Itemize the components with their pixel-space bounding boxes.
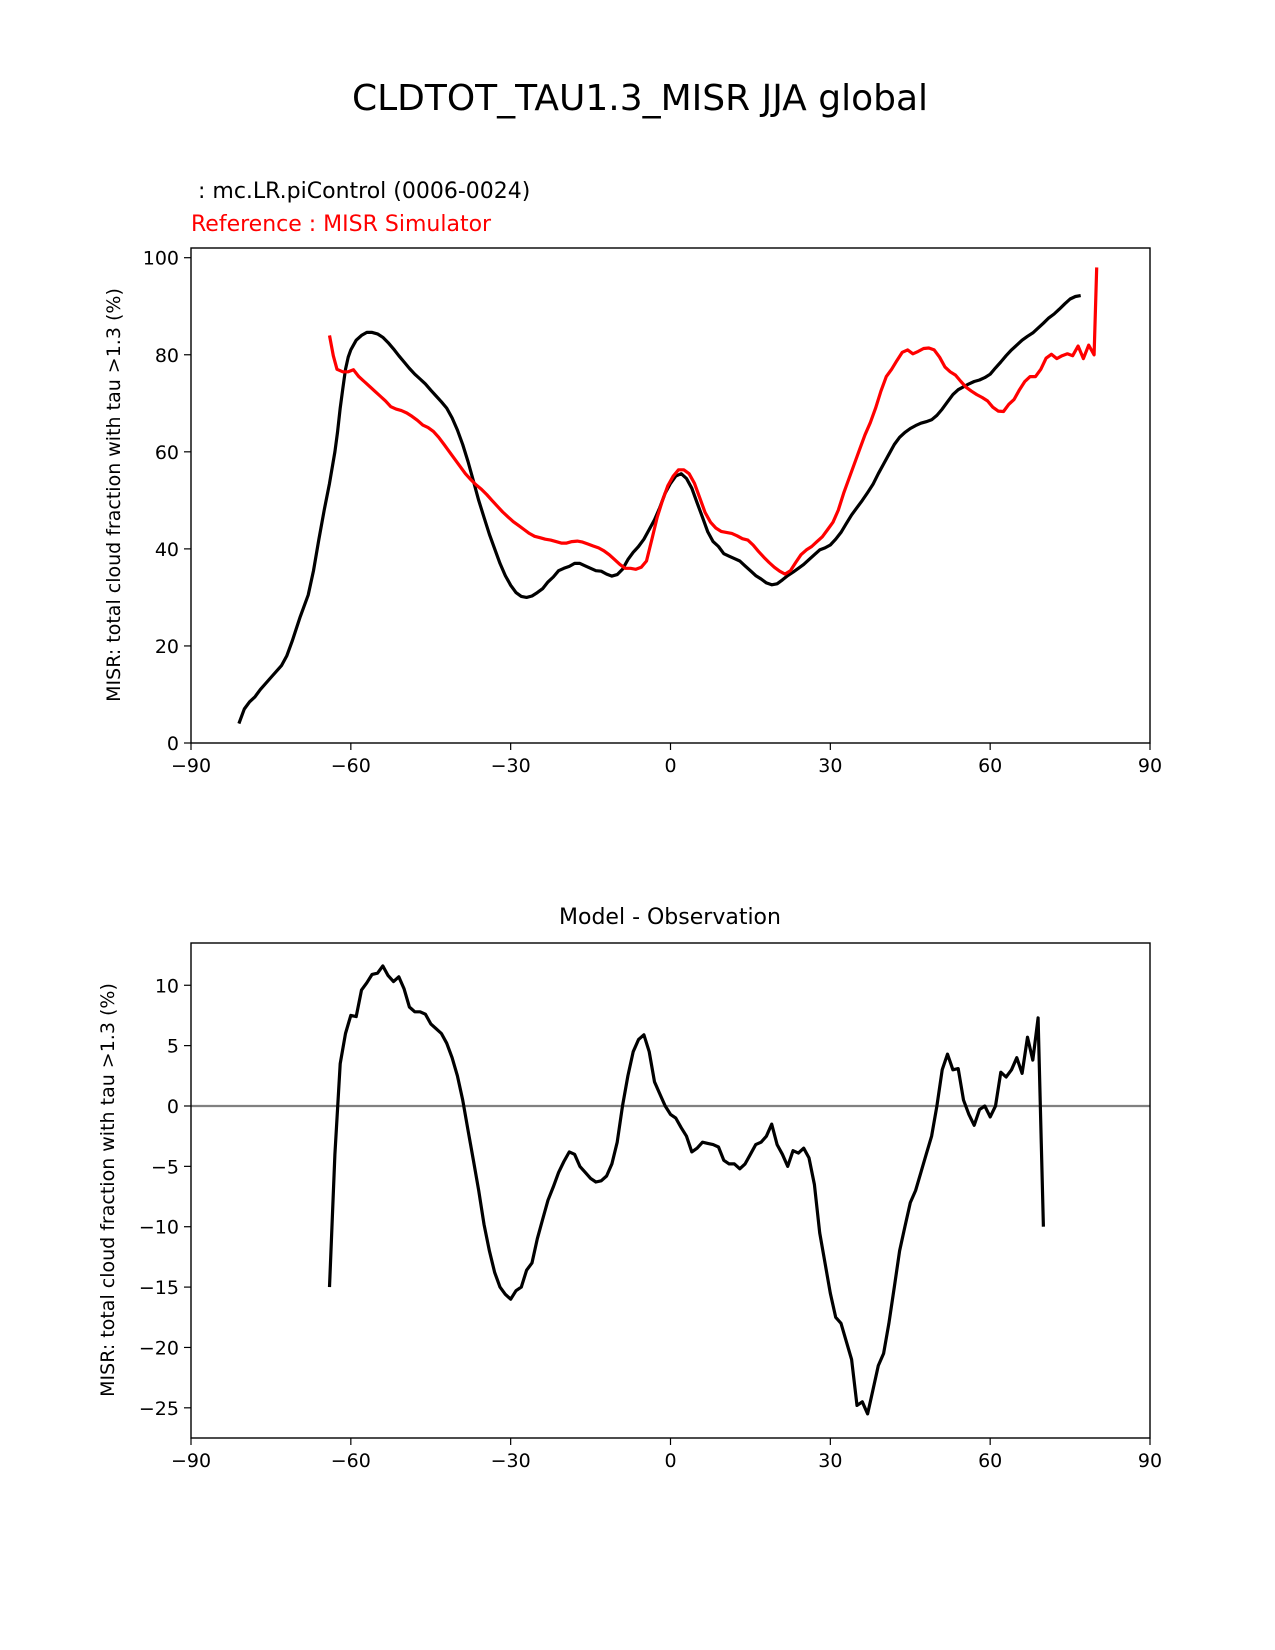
bottom-x-tick-label: 60 [978,1450,1002,1472]
bottom-y-tick-label: −5 [151,1156,179,1178]
bottom-y-tick-label: −10 [139,1217,179,1239]
bottom-y-tick-label: −25 [139,1398,179,1420]
top-x-tick-label: 90 [1138,755,1162,777]
top-y-tick-label: 20 [155,636,179,658]
bottom-x-tick-label: 90 [1138,1450,1162,1472]
top-y-tick-label: 40 [155,539,179,561]
bottom-y-tick-label: 0 [167,1096,179,1118]
top-plot-frame [190,247,1151,744]
bottom-y-axis-label: MISR: total cloud fraction with tau >1.3… [97,983,119,1397]
bottom-x-tick-label: 0 [664,1450,676,1472]
top-y-tick-label: 80 [155,345,179,367]
difference-series-line [327,964,1045,1416]
bottom-series-layer [327,964,1045,1416]
top-x-tick-label: −90 [171,755,211,777]
top-x-tick-label: −30 [491,755,531,777]
figure-title: CLDTOT_TAU1.3_MISR JJA global [352,78,928,119]
bottom-ticks-layer: −90 −60 −30 0 30 60 90 −25 −20 −15 −10 −5 0 5 10 [139,975,1162,1472]
reference-series-line [327,267,1099,576]
bottom-y-tick-label: −15 [139,1277,179,1299]
bottom-x-tick-label: −60 [331,1450,371,1472]
model-legend-title: : mc.LR.piControl (0006-0024) [191,179,530,204]
bottom-y-tick-label: 5 [167,1036,179,1058]
difference-panel-title: Model - Observation [559,905,781,930]
bottom-panel: Model - Observation −90 −60 −30 0 30 60 90−25−… [97,905,1162,1472]
top-ticks-layer: −90 −60 −30 0 30 60 90 0 20 40 60 80 100 [143,248,1162,777]
bottom-x-tick-label: −30 [491,1450,531,1472]
bottom-x-tick-label: 30 [818,1450,842,1472]
top-y-tick-label: 60 [155,442,179,464]
top-panel: : mc.LR.piControl (0006-0024) Reference … [103,179,1162,777]
bottom-x-tick-label: −90 [171,1450,211,1472]
reference-legend-title: Reference : MISR Simulator [191,212,492,237]
bottom-y-tick-label: −20 [139,1337,179,1359]
top-x-tick-label: −60 [331,755,371,777]
top-x-tick-label: 30 [818,755,842,777]
top-y-tick-label: 100 [143,248,179,270]
top-x-tick-label: 0 [664,755,676,777]
top-x-tick-label: 60 [978,755,1002,777]
top-y-tick-label: 0 [167,733,179,755]
top-series-layer [237,267,1099,725]
bottom-y-tick-label: 10 [155,975,179,997]
bottom-plot-frame [190,942,1151,1439]
top-y-axis-label: MISR: total cloud fraction with tau >1.3… [103,288,125,702]
